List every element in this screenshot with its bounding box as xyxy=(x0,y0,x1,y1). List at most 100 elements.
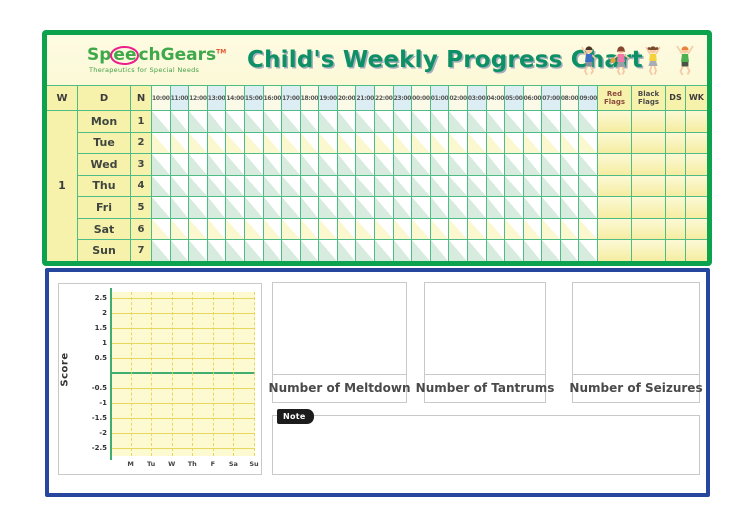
schedule-cell[interactable] xyxy=(393,111,412,132)
schedule-cell[interactable] xyxy=(207,218,226,240)
schedule-cell[interactable] xyxy=(412,240,430,261)
schedule-cell[interactable] xyxy=(170,197,189,218)
schedule-cell[interactable] xyxy=(152,111,170,132)
schedule-cell[interactable] xyxy=(207,240,226,261)
schedule-cell[interactable] xyxy=(523,197,542,218)
schedule-cell[interactable] xyxy=(449,240,467,261)
schedule-cell[interactable] xyxy=(375,218,393,240)
schedule-cell[interactable] xyxy=(430,197,449,218)
schedule-cell[interactable] xyxy=(337,111,356,132)
schedule-cell[interactable] xyxy=(356,154,374,175)
schedule-cell[interactable] xyxy=(486,154,505,175)
schedule-cell[interactable] xyxy=(263,218,282,240)
schedule-cell[interactable] xyxy=(282,240,300,261)
schedule-cell[interactable] xyxy=(412,111,430,132)
schedule-cell[interactable] xyxy=(393,175,412,197)
schedule-cell[interactable] xyxy=(505,132,523,154)
chart-plot-area[interactable] xyxy=(111,292,255,456)
schedule-cell[interactable] xyxy=(282,132,300,154)
schedule-cell[interactable] xyxy=(505,218,523,240)
black-flags-cell[interactable] xyxy=(632,132,665,154)
schedule-cell[interactable] xyxy=(449,111,467,132)
schedule-cell[interactable] xyxy=(467,132,486,154)
schedule-cell[interactable] xyxy=(244,175,263,197)
schedule-cell[interactable] xyxy=(189,175,207,197)
schedule-cell[interactable] xyxy=(152,218,170,240)
schedule-cell[interactable] xyxy=(244,132,263,154)
schedule-cell[interactable] xyxy=(319,132,337,154)
schedule-cell[interactable] xyxy=(263,240,282,261)
schedule-cell[interactable] xyxy=(467,197,486,218)
schedule-cell[interactable] xyxy=(300,197,319,218)
schedule-cell[interactable] xyxy=(356,240,374,261)
schedule-cell[interactable] xyxy=(412,154,430,175)
schedule-cell[interactable] xyxy=(430,175,449,197)
schedule-cell[interactable] xyxy=(282,154,300,175)
wk-cell[interactable] xyxy=(686,240,707,261)
schedule-cell[interactable] xyxy=(263,132,282,154)
schedule-cell[interactable] xyxy=(170,154,189,175)
schedule-cell[interactable] xyxy=(560,197,579,218)
schedule-cell[interactable] xyxy=(579,111,597,132)
schedule-cell[interactable] xyxy=(579,175,597,197)
schedule-cell[interactable] xyxy=(579,197,597,218)
schedule-cell[interactable] xyxy=(263,175,282,197)
schedule-cell[interactable] xyxy=(170,218,189,240)
schedule-cell[interactable] xyxy=(523,111,542,132)
schedule-cell[interactable] xyxy=(486,197,505,218)
ds-cell[interactable] xyxy=(666,154,685,175)
schedule-cell[interactable] xyxy=(523,240,542,261)
wk-cell[interactable] xyxy=(686,111,707,132)
schedule-cell[interactable] xyxy=(430,240,449,261)
schedule-cell[interactable] xyxy=(486,218,505,240)
schedule-cell[interactable] xyxy=(356,111,374,132)
note-input-area[interactable] xyxy=(272,415,700,475)
seizures-fill-area[interactable] xyxy=(573,283,699,375)
schedule-cell[interactable] xyxy=(505,111,523,132)
red-flags-cell[interactable] xyxy=(598,111,631,132)
schedule-cell[interactable] xyxy=(430,154,449,175)
ds-cell[interactable] xyxy=(666,197,685,218)
red-flags-cell[interactable] xyxy=(598,154,631,175)
schedule-cell[interactable] xyxy=(319,154,337,175)
schedule-cell[interactable] xyxy=(579,218,597,240)
schedule-cell[interactable] xyxy=(412,132,430,154)
ds-cell[interactable] xyxy=(666,111,685,132)
wk-cell[interactable] xyxy=(686,154,707,175)
schedule-cell[interactable] xyxy=(226,132,244,154)
schedule-cell[interactable] xyxy=(542,132,560,154)
schedule-cell[interactable] xyxy=(263,154,282,175)
schedule-cell[interactable] xyxy=(189,154,207,175)
schedule-cell[interactable] xyxy=(542,197,560,218)
schedule-cell[interactable] xyxy=(430,111,449,132)
schedule-cell[interactable] xyxy=(152,175,170,197)
schedule-cell[interactable] xyxy=(560,132,579,154)
schedule-cell[interactable] xyxy=(170,240,189,261)
black-flags-cell[interactable] xyxy=(632,175,665,197)
schedule-cell[interactable] xyxy=(560,154,579,175)
tantrums-fill-area[interactable] xyxy=(425,283,545,375)
schedule-cell[interactable] xyxy=(244,154,263,175)
meltdown-fill-area[interactable] xyxy=(273,283,406,375)
schedule-cell[interactable] xyxy=(375,197,393,218)
schedule-cell[interactable] xyxy=(189,111,207,132)
wk-cell[interactable] xyxy=(686,175,707,197)
schedule-cell[interactable] xyxy=(486,240,505,261)
schedule-cell[interactable] xyxy=(152,240,170,261)
red-flags-cell[interactable] xyxy=(598,175,631,197)
wk-cell[interactable] xyxy=(686,218,707,240)
schedule-cell[interactable] xyxy=(505,175,523,197)
schedule-cell[interactable] xyxy=(356,175,374,197)
schedule-cell[interactable] xyxy=(170,111,189,132)
schedule-cell[interactable] xyxy=(560,240,579,261)
schedule-cell[interactable] xyxy=(430,132,449,154)
schedule-cell[interactable] xyxy=(337,240,356,261)
schedule-cell[interactable] xyxy=(579,154,597,175)
schedule-cell[interactable] xyxy=(356,132,374,154)
schedule-cell[interactable] xyxy=(393,218,412,240)
schedule-cell[interactable] xyxy=(393,240,412,261)
schedule-cell[interactable] xyxy=(486,175,505,197)
schedule-cell[interactable] xyxy=(467,240,486,261)
schedule-cell[interactable] xyxy=(319,218,337,240)
schedule-cell[interactable] xyxy=(412,197,430,218)
